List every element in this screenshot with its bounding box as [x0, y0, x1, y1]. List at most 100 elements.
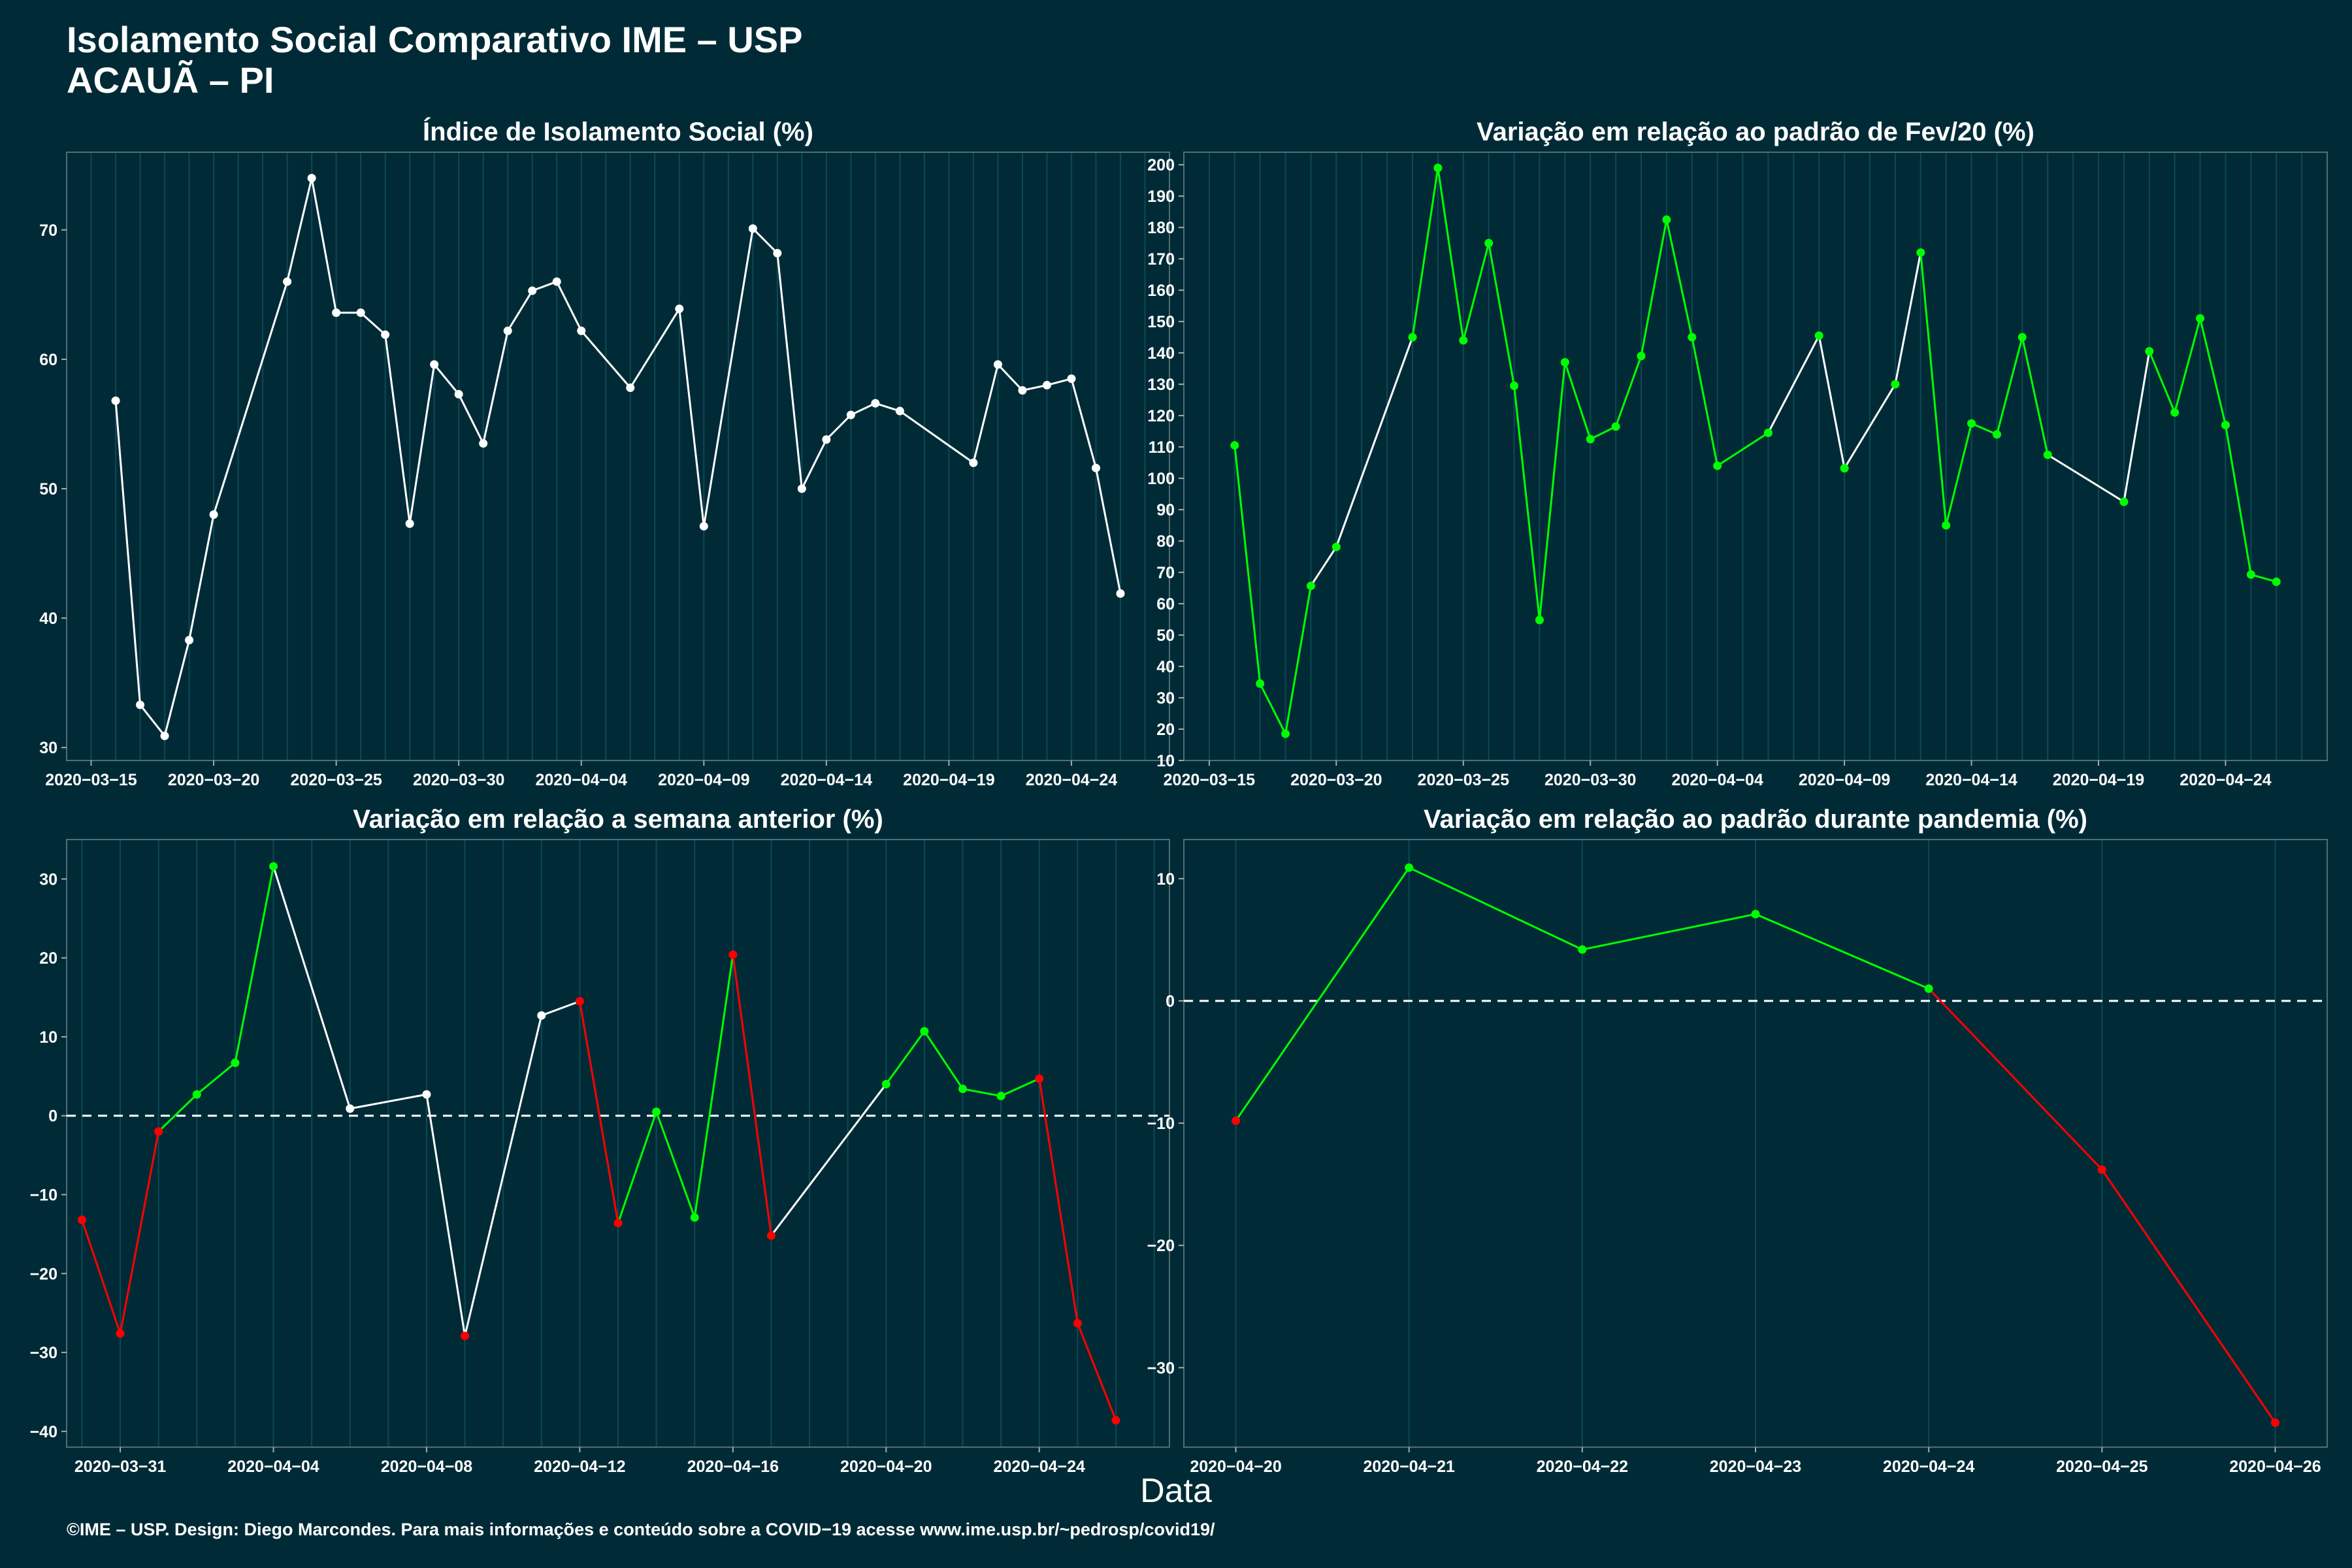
series-segment — [972, 364, 999, 463]
x-tick-label: 2020−04−20 — [840, 1458, 932, 1476]
series-segment — [1691, 336, 1719, 466]
series-segment — [139, 704, 166, 737]
series-segment — [1818, 335, 1846, 469]
series-segment — [1538, 362, 1566, 621]
data-point — [1230, 441, 1239, 450]
data-point — [430, 360, 439, 369]
data-point — [920, 1026, 929, 1036]
y-tick-label: 90 — [1156, 501, 1175, 519]
data-point — [1916, 248, 1925, 257]
series-segment — [196, 1062, 236, 1096]
x-tick-label: 2020−04−09 — [1799, 771, 1890, 789]
data-point — [1111, 1416, 1120, 1425]
data-point — [1510, 382, 1519, 391]
series-segment — [1411, 167, 1439, 338]
data-point — [748, 224, 757, 233]
data-point — [1713, 461, 1722, 470]
series-segment — [629, 308, 681, 389]
data-point — [381, 330, 390, 339]
series-segment — [482, 331, 509, 444]
series-segment — [693, 955, 734, 1218]
x-tick-label: 2020−04−26 — [2229, 1458, 2321, 1476]
data-point — [1688, 333, 1697, 342]
data-point — [1433, 163, 1443, 172]
series-segment — [2250, 573, 2277, 583]
data-point — [1891, 380, 1900, 389]
series-segment — [1259, 683, 1286, 734]
data-point — [2272, 577, 2281, 586]
data-point — [1992, 430, 2001, 439]
data-point — [1042, 381, 1051, 390]
x-tick-label: 2020−04−04 — [227, 1458, 319, 1476]
y-tick-label: 200 — [1147, 156, 1175, 174]
y-tick-label: −30 — [30, 1344, 57, 1362]
series-segment — [163, 640, 191, 736]
series-segment — [580, 330, 631, 389]
series-segment — [923, 1030, 964, 1090]
x-tick-label: 2020−04−23 — [1710, 1458, 1801, 1476]
data-point — [454, 389, 463, 399]
y-tick-label: 140 — [1147, 344, 1175, 363]
series-segment — [850, 402, 876, 416]
y-tick-label: 130 — [1147, 376, 1175, 394]
data-point — [822, 435, 831, 444]
data-point — [136, 700, 145, 710]
y-tick-label: 20 — [1156, 721, 1175, 739]
series-segment — [702, 228, 754, 527]
series-segment — [578, 1001, 619, 1224]
data-point — [1067, 374, 1076, 384]
series-segment — [776, 253, 803, 489]
data-point — [2221, 421, 2230, 430]
series-segment — [408, 364, 436, 524]
data-point — [626, 384, 635, 393]
series-segment — [1094, 468, 1122, 594]
x-tick-label: 2020−03−30 — [413, 771, 504, 789]
series-segment — [1755, 913, 1929, 990]
data-point — [881, 1079, 890, 1088]
series-segment — [885, 1030, 926, 1085]
series-segment — [1767, 335, 1820, 434]
series-segment — [464, 1015, 543, 1337]
series-segment — [188, 514, 215, 641]
data-point — [1256, 679, 1265, 688]
y-tick-label: 180 — [1147, 219, 1175, 237]
y-tick-label: 160 — [1147, 282, 1175, 300]
series-segment — [1928, 988, 2103, 1171]
data-point — [185, 636, 194, 645]
series-segment — [678, 308, 705, 527]
x-tick-label: 2020−03−20 — [1290, 771, 1382, 789]
data-point — [1763, 429, 1772, 438]
y-tick-label: 0 — [48, 1107, 57, 1126]
data-point — [1662, 215, 1671, 224]
series-segment — [2047, 453, 2125, 503]
data-point — [77, 1215, 86, 1224]
series-segment — [1945, 423, 1973, 526]
series-segment — [800, 439, 828, 489]
x-tick-label: 2020−03−15 — [1164, 771, 1256, 789]
data-point — [2145, 347, 2154, 356]
x-tick-label: 2020−04−24 — [1026, 771, 1118, 789]
data-point — [1637, 351, 1646, 361]
y-tick-label: 70 — [39, 221, 57, 240]
series-segment — [2224, 425, 2252, 575]
y-tick-label: 170 — [1147, 250, 1175, 269]
series-segment — [2148, 351, 2176, 413]
x-tick-label: 2020−03−20 — [168, 771, 259, 789]
data-point — [405, 519, 414, 529]
data-point — [269, 862, 278, 871]
data-point — [2043, 450, 2052, 459]
series-segment — [899, 410, 974, 464]
y-tick-label: −10 — [30, 1186, 57, 1205]
data-point — [2270, 1418, 2279, 1428]
series-segment — [555, 281, 583, 332]
x-tick-label: 2020−04−16 — [687, 1458, 779, 1476]
data-point — [969, 458, 978, 467]
series-segment — [1310, 546, 1337, 587]
series-segment — [1995, 336, 2023, 435]
series-segment — [234, 866, 274, 1064]
series-segment — [1000, 1077, 1040, 1097]
data-point — [871, 399, 880, 408]
data-point — [479, 439, 488, 448]
series-segment — [360, 312, 386, 336]
